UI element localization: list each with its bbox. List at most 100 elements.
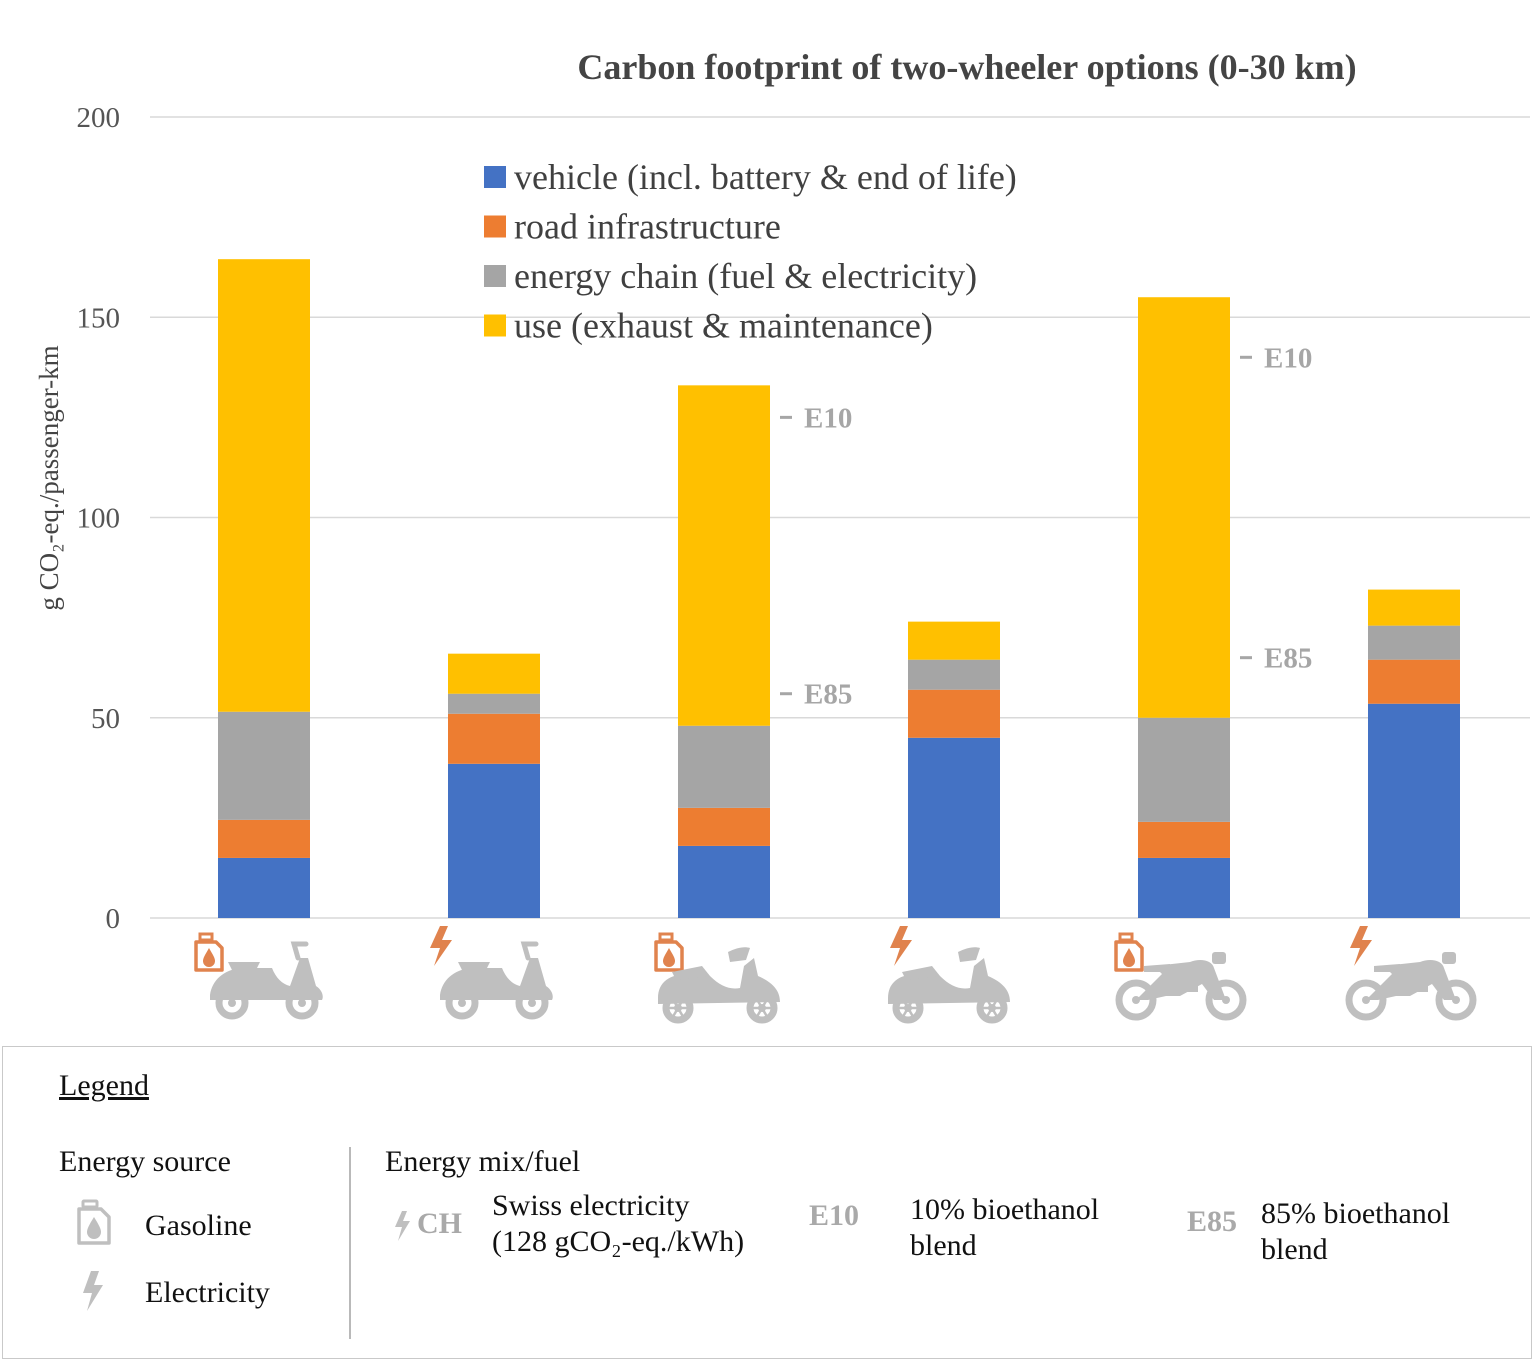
canister-drop (203, 948, 215, 967)
bar-segment-vehicle (1368, 703, 1460, 918)
energy-mix-heading: Energy mix/fuel (385, 1145, 581, 1178)
wheel (1115, 979, 1157, 1021)
wheel (1205, 979, 1247, 1021)
canister-cap (198, 932, 214, 942)
wheel-spoke (985, 1007, 994, 1018)
gridlines (150, 116, 1530, 919)
bar-segment-use (218, 259, 310, 712)
maxiscooter-windshield (728, 947, 750, 962)
energy-source-heading: Energy source (59, 1145, 231, 1178)
lightning-icon (395, 1211, 410, 1241)
legend-electricity-label: Electricity (145, 1276, 270, 1309)
lightning-icon (83, 1271, 103, 1311)
legend-code-e85: E85 (1187, 1205, 1238, 1238)
annotation-label: E10 (804, 402, 852, 434)
scooter-handlebar (290, 941, 309, 961)
motorcycle-headlight (1212, 952, 1226, 964)
annotation-label: E85 (804, 679, 852, 711)
bar-segment-road (678, 807, 770, 846)
category-icon-electricity-scooter (430, 926, 553, 1020)
canister-drop (663, 948, 675, 967)
bar-segment-use (448, 653, 540, 694)
legend-e85-line2: blend (1261, 1233, 1328, 1266)
bar-segment-vehicle (1138, 857, 1230, 918)
chart-legend: vehicle (incl. battery & end of life) roa… (484, 157, 1017, 346)
y-tick-label: 150 (77, 302, 121, 334)
bar-segment-vehicle (218, 857, 310, 918)
wheel-spoke (755, 1007, 764, 1018)
canister-cap (658, 932, 674, 942)
wheel (1345, 979, 1387, 1021)
legend-swatch (484, 265, 506, 287)
chart-title: Carbon footprint of two-wheeler options … (577, 47, 1356, 87)
category-icon-electricity-motorcycle (1345, 926, 1477, 1021)
canister-body (654, 940, 684, 972)
legend-e10-line2: blend (910, 1229, 977, 1262)
bar-segment-use (1138, 297, 1230, 718)
bar-segment-road (908, 689, 1000, 738)
scooter-handlebar (520, 941, 539, 961)
bar-segment-vehicle (678, 845, 770, 918)
motorcycle-engine (1176, 974, 1198, 992)
bars (218, 259, 1460, 918)
category-icon-gasoline-maxiscooter (654, 932, 780, 1024)
category-icon-gasoline-motorcycle (1114, 932, 1247, 1021)
legend-entry: road infrastructure (514, 207, 781, 247)
legend-swatch (484, 314, 506, 337)
category-icons (194, 926, 1477, 1024)
legend-e10-line1: 10% bioethanol (910, 1193, 1100, 1226)
bar-segment-vehicle (908, 737, 1000, 918)
canister-cap (1118, 932, 1134, 942)
wheel-hub (298, 999, 306, 1007)
legend-ch-line1: Swiss electricity (492, 1189, 690, 1222)
maxiscooter-seat (672, 966, 710, 980)
bar-segment-road (218, 819, 310, 858)
motorcycle-engine (1406, 974, 1428, 992)
bar-segment-use (678, 385, 770, 726)
legend-swatch (484, 166, 506, 188)
category-icon-gasoline-scooter (194, 932, 323, 1020)
wheel-spoke (990, 1007, 999, 1018)
bar-segment-energy (908, 659, 1000, 690)
maxiscooter-body (658, 958, 780, 1004)
canister-body (194, 940, 224, 972)
legend-title: Legend (59, 1069, 149, 1102)
lightning-icon (430, 926, 452, 966)
y-tick-label: 0 (106, 903, 121, 935)
maxiscooter-body (888, 958, 1010, 1004)
bar-segment-energy (678, 725, 770, 808)
maxiscooter-seat (902, 966, 940, 980)
bar-annotations: E10 E85 E10 E85 (780, 342, 1312, 711)
motorcycle-seat (1144, 964, 1170, 972)
legend-panel: Legend Energy source Gasoline Electricit… (2, 1046, 1532, 1359)
y-axis-label: g CO₂-eq./passenger-km (34, 345, 64, 610)
bar-segment-energy (218, 711, 310, 820)
bar-segment-use (1368, 589, 1460, 626)
canister-drop (1123, 948, 1135, 967)
y-tick-label: 50 (91, 703, 120, 735)
legend-code-e10: E10 (809, 1199, 860, 1232)
bar-segment-energy (448, 693, 540, 714)
legend-entry: vehicle (incl. battery & end of life) (514, 157, 1017, 197)
y-tick-labels: 0 50 100 150 200 (77, 102, 121, 935)
motorcycle-headlight (1442, 952, 1456, 964)
wheel-spoke (906, 1007, 915, 1018)
wheel-spoke (901, 1007, 910, 1018)
legend-swatch (484, 215, 506, 238)
maxiscooter-windshield (958, 947, 980, 962)
legend-divider (349, 1147, 351, 1339)
legend-e85-line1: 85% bioethanol (1261, 1197, 1451, 1230)
fuel-canister-icon (77, 1199, 111, 1245)
stacked-bar-chart: Carbon footprint of two-wheeler options … (34, 47, 1530, 1024)
annotation-label: E10 (1264, 342, 1312, 374)
bar-segment-road (1368, 659, 1460, 704)
legend-gasoline-label: Gasoline (145, 1209, 252, 1242)
bar-segment-road (448, 713, 540, 764)
bar-segment-use (908, 621, 1000, 660)
legend-entry: use (exhaust & maintenance) (514, 306, 933, 346)
canister-body (1114, 940, 1144, 972)
wheel-hub (528, 999, 536, 1007)
motorcycle-seat (1374, 964, 1400, 972)
bar-segment-energy (1138, 717, 1230, 822)
scooter-body (440, 958, 553, 1000)
